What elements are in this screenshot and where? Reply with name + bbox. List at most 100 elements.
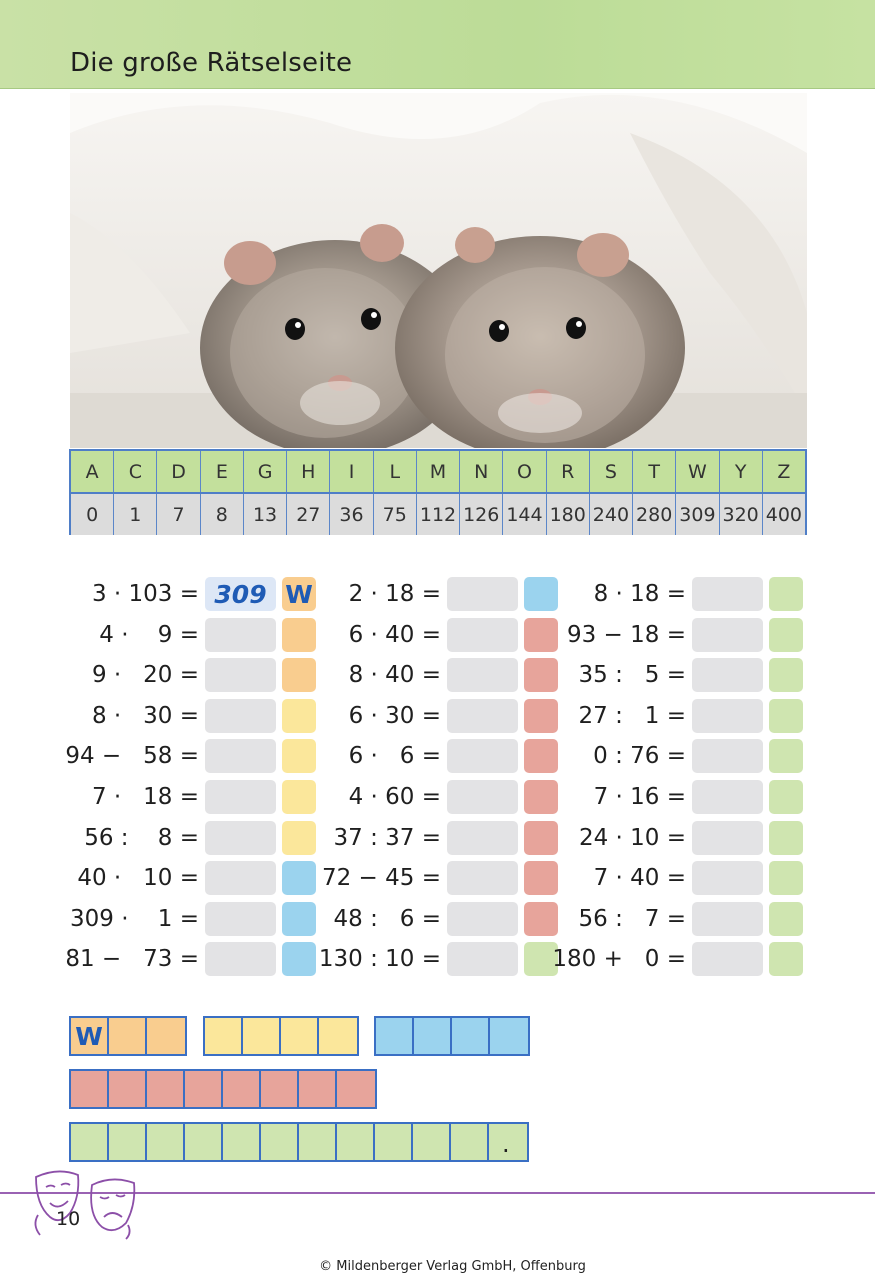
- answer-box[interactable]: [692, 658, 763, 692]
- letter-box[interactable]: [282, 780, 316, 814]
- letter-box[interactable]: [524, 577, 558, 611]
- code-number-cell: 36: [330, 494, 374, 535]
- exercise-term: 3 · 103 =: [91, 581, 199, 607]
- solution-letter-box[interactable]: [109, 1124, 147, 1160]
- solution-letter-box[interactable]: [413, 1124, 451, 1160]
- letter-box[interactable]: [524, 739, 558, 773]
- letter-box[interactable]: [769, 699, 803, 733]
- letter-box[interactable]: [282, 699, 316, 733]
- solution-letter-box[interactable]: [414, 1018, 452, 1054]
- answer-box[interactable]: [447, 942, 518, 976]
- solution-letter-box[interactable]: [376, 1018, 414, 1054]
- answer-box[interactable]: [205, 699, 276, 733]
- letter-box[interactable]: [769, 577, 803, 611]
- solution-letter-box[interactable]: [375, 1124, 413, 1160]
- solution-letter-box[interactable]: [71, 1124, 109, 1160]
- answer-box[interactable]: [447, 821, 518, 855]
- answer-box[interactable]: [205, 739, 276, 773]
- letter-box[interactable]: [524, 658, 558, 692]
- answer-box[interactable]: [447, 739, 518, 773]
- solution-letter-box[interactable]: [147, 1018, 185, 1054]
- letter-box[interactable]: W: [282, 577, 316, 611]
- answer-box[interactable]: [205, 942, 276, 976]
- solution-letter-box[interactable]: [299, 1124, 337, 1160]
- answer-box[interactable]: [447, 658, 518, 692]
- solution-letter-box[interactable]: [223, 1071, 261, 1107]
- answer-box[interactable]: [205, 780, 276, 814]
- answer-box[interactable]: [692, 699, 763, 733]
- letter-box[interactable]: [524, 942, 558, 976]
- letter-box[interactable]: [524, 618, 558, 652]
- answer-box[interactable]: [205, 658, 276, 692]
- letter-box[interactable]: [524, 861, 558, 895]
- letter-box[interactable]: [524, 780, 558, 814]
- answer-box[interactable]: [447, 861, 518, 895]
- solution-letter-box[interactable]: W: [71, 1018, 109, 1054]
- answer-box[interactable]: [205, 618, 276, 652]
- solution-letter-box[interactable]: [147, 1124, 185, 1160]
- solution-letter-box[interactable]: [109, 1018, 147, 1054]
- answer-box[interactable]: [692, 618, 763, 652]
- answer-box[interactable]: [692, 821, 763, 855]
- copyright-notice: © Mildenberger Verlag GmbH, Offenburg: [319, 1259, 586, 1274]
- answer-box[interactable]: [447, 780, 518, 814]
- letter-box[interactable]: [524, 821, 558, 855]
- letter-box[interactable]: [282, 902, 316, 936]
- solution-letter-box[interactable]: [109, 1071, 147, 1107]
- answer-box[interactable]: [692, 942, 763, 976]
- letter-box[interactable]: [282, 618, 316, 652]
- letter-box[interactable]: [282, 861, 316, 895]
- solution-letter-box[interactable]: [261, 1071, 299, 1107]
- solution-letter-box[interactable]: [337, 1124, 375, 1160]
- letter-box[interactable]: [524, 699, 558, 733]
- letter-box[interactable]: [769, 821, 803, 855]
- letter-box[interactable]: [769, 739, 803, 773]
- solution-letter-box[interactable]: [337, 1071, 375, 1107]
- solution-letter-box[interactable]: [451, 1124, 489, 1160]
- solution-letter-box[interactable]: [205, 1018, 243, 1054]
- code-letter-cell: I: [330, 451, 374, 492]
- letter-box[interactable]: [769, 658, 803, 692]
- letter-box[interactable]: [769, 780, 803, 814]
- code-number-cell: 320: [720, 494, 763, 535]
- answer-box[interactable]: [692, 861, 763, 895]
- answer-box[interactable]: [447, 699, 518, 733]
- answer-box[interactable]: 309: [205, 577, 276, 611]
- letter-box[interactable]: [282, 821, 316, 855]
- solution-letter-box[interactable]: [243, 1018, 281, 1054]
- letter-box[interactable]: [769, 902, 803, 936]
- solution-letter-box[interactable]: [452, 1018, 490, 1054]
- code-letter-cell: O: [503, 451, 547, 492]
- answer-box[interactable]: [692, 739, 763, 773]
- solution-letter-box[interactable]: [147, 1071, 185, 1107]
- letter-box[interactable]: [282, 942, 316, 976]
- answer-box[interactable]: [205, 861, 276, 895]
- solution-letter-box[interactable]: [489, 1124, 527, 1160]
- answer-box[interactable]: [205, 902, 276, 936]
- answer-box[interactable]: [692, 902, 763, 936]
- solution-letter-box[interactable]: [185, 1071, 223, 1107]
- exercise-term: 7 · 40 =: [593, 865, 686, 891]
- answer-box[interactable]: [692, 780, 763, 814]
- code-letter-cell: T: [633, 451, 677, 492]
- page-header: Die große Rätselseite: [0, 0, 875, 89]
- answer-box[interactable]: [692, 577, 763, 611]
- solution-letter-box[interactable]: [299, 1071, 337, 1107]
- answer-box[interactable]: [205, 821, 276, 855]
- answer-box[interactable]: [447, 902, 518, 936]
- solution-letter-box[interactable]: [185, 1124, 223, 1160]
- letter-box[interactable]: [524, 902, 558, 936]
- solution-letter-box[interactable]: [281, 1018, 319, 1054]
- letter-box[interactable]: [282, 658, 316, 692]
- answer-box[interactable]: [447, 618, 518, 652]
- solution-letter-box[interactable]: [319, 1018, 357, 1054]
- solution-letter-box[interactable]: [490, 1018, 528, 1054]
- answer-box[interactable]: [447, 577, 518, 611]
- solution-letter-box[interactable]: [71, 1071, 109, 1107]
- letter-box[interactable]: [769, 942, 803, 976]
- solution-letter-box[interactable]: [261, 1124, 299, 1160]
- letter-box[interactable]: [769, 618, 803, 652]
- letter-box[interactable]: [769, 861, 803, 895]
- solution-letter-box[interactable]: [223, 1124, 261, 1160]
- letter-box[interactable]: [282, 739, 316, 773]
